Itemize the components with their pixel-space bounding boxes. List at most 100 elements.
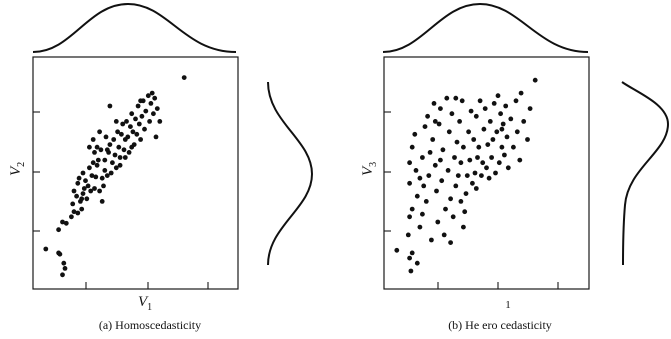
panel-b-data-point	[449, 111, 455, 117]
panel-a-data-point	[95, 157, 101, 163]
panel-b-data-point	[499, 126, 505, 132]
panel-a-data-point	[108, 170, 114, 176]
panel-b-data-point	[486, 175, 492, 181]
panel-b-data-point	[444, 95, 450, 101]
panel-a-data-point	[43, 246, 49, 252]
panel-b-data-point	[407, 160, 412, 166]
panel-a-data-point	[119, 131, 124, 137]
panel-a-data-point	[75, 180, 81, 186]
panel-b-data-point	[471, 137, 477, 142]
panel-b-data-point	[409, 206, 415, 212]
panel-b-data-point	[463, 191, 469, 197]
panel-b-data-point	[405, 232, 411, 238]
panel-b-data-point	[468, 108, 474, 114]
panel-b-data-point	[432, 119, 438, 124]
panel-b-data-point	[489, 155, 494, 160]
panel-a-data-point	[117, 162, 123, 168]
panel-a-data-point	[97, 129, 102, 135]
panel-b-data-point	[454, 139, 460, 145]
panel-b-data-point	[504, 134, 510, 140]
panel-a-data-point	[139, 113, 145, 119]
panel-b-data-point	[490, 137, 496, 142]
panel-b-data-point	[493, 170, 498, 176]
panel-a-data-point	[135, 103, 141, 109]
panel-b-data-point	[435, 219, 441, 225]
panel-b-data-point	[482, 106, 488, 111]
panel-a-xlabel: V1	[138, 294, 152, 313]
panel-b-data-point	[455, 173, 461, 179]
panel-a-data-point	[151, 111, 156, 117]
panel-b-data-point	[498, 111, 503, 117]
panel-b-data-point	[521, 119, 527, 124]
panel-a-data-point	[181, 75, 187, 80]
panel-a-data-point	[130, 129, 136, 135]
panel-b-data-point	[458, 160, 464, 166]
panel-b-data-point	[466, 129, 471, 135]
panel-a-data-point	[76, 175, 82, 181]
panel-b-data-point	[417, 224, 423, 230]
panel-a-data-point	[110, 160, 115, 166]
panel-a-data-point	[61, 260, 67, 266]
panel-a-data-point	[80, 170, 86, 176]
panel-b-data-point	[480, 160, 486, 166]
panel-b-data-point	[458, 199, 464, 204]
panel-b-data-point	[462, 209, 468, 215]
panel-a-data-point	[116, 144, 122, 150]
panel-b-data-point	[414, 193, 420, 199]
panel-b-ylabel: V3	[360, 162, 379, 176]
panel-b-data-point	[505, 165, 511, 171]
panel-b-data-point	[413, 168, 419, 173]
panel-a: V2 V1 (a) Homoscedasticity	[8, 2, 314, 332]
panel-a-data-point	[84, 196, 90, 202]
panel-a-data-point	[101, 183, 106, 189]
panel-a-data-point	[94, 162, 100, 168]
panel-a-data-point	[104, 147, 110, 153]
panel-a-data-point	[85, 183, 91, 189]
panel-b-data-point	[409, 250, 415, 256]
panel-a-data-point	[107, 142, 113, 148]
panel-b-data-point	[409, 144, 415, 150]
panel-b-marginal-y-curve	[621, 81, 670, 266]
panel-b-data-point	[487, 119, 493, 124]
panel-b-data-point	[495, 93, 501, 99]
panel-b-data-point	[408, 268, 414, 274]
panel-b-data-point	[429, 237, 434, 243]
panel-a-data-point	[147, 119, 153, 124]
panel-a-data-point	[57, 251, 63, 257]
panel-a-data-point	[99, 175, 105, 181]
panel-a-points	[43, 75, 187, 278]
panel-a-data-point	[88, 188, 94, 194]
panel-b: V3 1 (b) He ero cedasticity	[360, 2, 670, 332]
panel-a-data-point	[87, 165, 92, 171]
panel-a-data-point	[125, 134, 131, 140]
panel-b-marginal-x-curve	[382, 2, 589, 53]
panel-b-data-point	[421, 183, 427, 189]
panel-b-data-point	[439, 178, 445, 184]
panel-b-data-point	[453, 183, 459, 189]
panel-b-data-point	[500, 121, 506, 127]
panel-b-data-point	[496, 160, 502, 166]
panel-a-data-point	[126, 150, 132, 155]
panel-b-data-point	[445, 168, 451, 173]
panel-a-data-point	[80, 191, 86, 197]
panel-a-data-point	[121, 147, 127, 153]
panel-a-data-point	[69, 214, 74, 220]
panel-a-data-point	[74, 193, 79, 199]
panel-b-data-point	[503, 103, 509, 109]
panel-b-data-point	[420, 211, 425, 217]
panel-a-data-point	[104, 173, 110, 179]
panel-a-marginal-y-curve	[267, 81, 314, 266]
panel-a-data-point	[71, 209, 77, 215]
panel-a-data-point	[154, 106, 160, 111]
panel-a-data-point	[62, 266, 68, 271]
panel-a-data-point	[134, 131, 140, 137]
panel-a-data-point	[56, 227, 61, 233]
panel-b-data-point	[431, 101, 437, 106]
panel-a-data-point	[129, 144, 135, 150]
panel-b-data-point	[452, 155, 457, 160]
panel-b-data-point	[414, 260, 420, 266]
panel-a-data-point	[102, 157, 108, 163]
panel-a-data-point	[60, 219, 65, 225]
panel-a-data-point	[71, 188, 77, 194]
